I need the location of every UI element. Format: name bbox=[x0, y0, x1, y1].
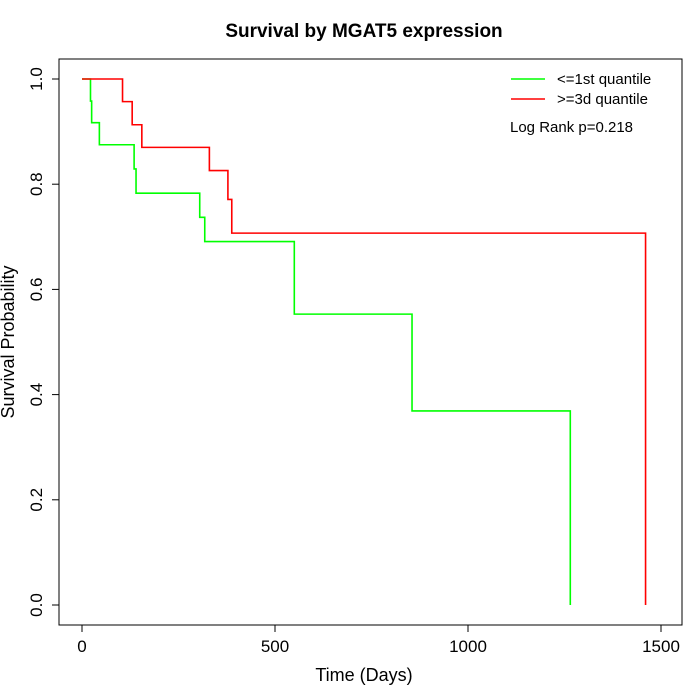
series-line-1 bbox=[82, 78, 572, 605]
y-tick-label: 0.2 bbox=[27, 488, 46, 512]
y-tick-label: 0.0 bbox=[27, 593, 46, 617]
x-axis-label: Time (Days) bbox=[315, 665, 412, 685]
y-axis-label: Survival Probability bbox=[0, 265, 18, 418]
y-tick-label: 0.6 bbox=[27, 278, 46, 302]
chart-title: Survival by MGAT5 expression bbox=[225, 21, 502, 42]
x-tick-label: 500 bbox=[261, 637, 289, 656]
x-axis: 0 500 1000 1500 bbox=[77, 624, 680, 656]
series-group bbox=[82, 78, 647, 605]
plot-frame bbox=[58, 58, 683, 626]
x-tick-label: 1000 bbox=[449, 637, 487, 656]
legend-label: <=1st quantile bbox=[557, 71, 651, 88]
legend-label: >=3d quantile bbox=[557, 91, 648, 108]
legend: <=1st quantile >=3d quantile bbox=[511, 71, 651, 108]
log-rank-annotation: Log Rank p=0.218 bbox=[510, 119, 633, 136]
y-tick-label: 0.4 bbox=[27, 383, 46, 407]
x-tick-label: 1500 bbox=[642, 637, 680, 656]
x-tick-label: 0 bbox=[77, 637, 86, 656]
y-tick-label: 1.0 bbox=[27, 67, 46, 91]
series-line-2 bbox=[82, 78, 647, 605]
y-axis: 0.0 0.2 0.4 0.6 0.8 1.0 bbox=[27, 67, 60, 617]
y-tick-label: 0.8 bbox=[27, 172, 46, 196]
